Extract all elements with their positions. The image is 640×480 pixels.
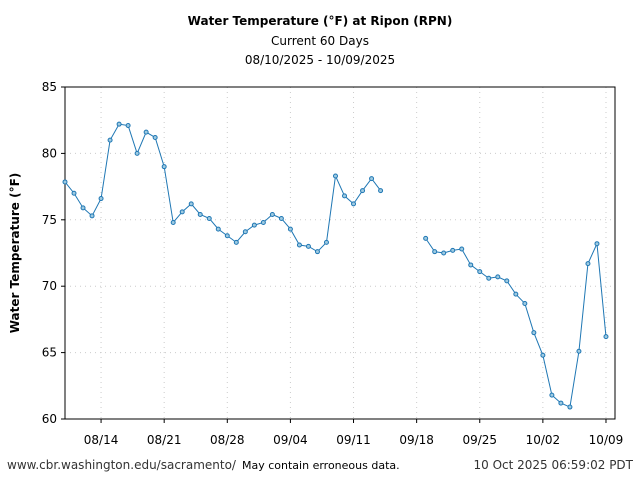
data-point	[342, 193, 348, 199]
data-point	[161, 164, 167, 170]
data-point	[468, 262, 474, 268]
data-point	[89, 213, 95, 219]
series-line	[64, 123, 381, 253]
data-point	[125, 123, 131, 129]
data-point	[233, 239, 239, 245]
data-point	[495, 274, 501, 280]
data-point	[197, 211, 203, 217]
x-tick-label: 09/18	[399, 433, 434, 447]
data-point	[585, 261, 591, 267]
ticks: 60 65 70 75 80 85 08/14 08/21 08/28 09/04 09/11 09/…	[42, 80, 624, 447]
y-tick-label: 65	[42, 346, 57, 360]
x-tick-label: 09/25	[462, 433, 497, 447]
data-point	[116, 121, 122, 127]
chart-title: Water Temperature (°F) at Ripon (RPN)	[187, 14, 453, 28]
data-point	[369, 176, 375, 182]
data-point	[71, 190, 77, 196]
data-point	[432, 249, 438, 255]
data-point	[360, 188, 366, 194]
x-tick-label: 08/21	[147, 433, 182, 447]
data-point	[603, 334, 609, 340]
y-tick-label: 70	[42, 279, 57, 293]
data-point	[576, 348, 582, 354]
data-point	[80, 205, 86, 211]
y-tick-label: 75	[42, 213, 57, 227]
x-tick-label: 09/11	[336, 433, 371, 447]
plot-frame	[64, 86, 616, 420]
data-point	[152, 134, 158, 140]
data-point	[215, 226, 221, 232]
y-tick-label: 80	[42, 146, 57, 160]
y-tick-label: 60	[42, 412, 57, 426]
footer-timestamp: 10 Oct 2025 06:59:02 PDT	[473, 458, 633, 472]
data-point	[531, 330, 537, 336]
data-point	[477, 269, 483, 275]
data-point	[242, 229, 248, 235]
y-axis-label: Water Temperature (°F)	[8, 173, 22, 334]
data-point	[296, 242, 302, 248]
data-point	[540, 352, 546, 358]
data-point	[441, 250, 447, 256]
data-point	[459, 246, 465, 252]
y-tick-label: 85	[42, 80, 57, 94]
data-point	[260, 219, 266, 225]
data-point	[549, 392, 555, 398]
chart-date-range: 08/10/2025 - 10/09/2025	[244, 53, 396, 67]
data-point	[98, 196, 104, 202]
data-point	[62, 179, 68, 185]
x-tick-label: 10/09	[589, 433, 624, 447]
chart-subtitle: Current 60 Days	[271, 34, 369, 48]
data-point	[332, 173, 338, 179]
data-point	[251, 222, 257, 228]
data-point	[450, 247, 456, 253]
data-point	[107, 137, 113, 143]
data-point	[224, 233, 230, 239]
data-point	[179, 209, 185, 215]
data-point	[188, 201, 194, 207]
data-point	[594, 241, 600, 247]
data-point	[513, 291, 519, 297]
data-point	[522, 300, 528, 306]
data-point	[567, 404, 573, 410]
data-point	[143, 129, 149, 135]
data-point	[287, 226, 293, 232]
data-point	[278, 215, 284, 221]
footer-url[interactable]: www.cbr.washington.edu/sacramento/	[7, 458, 236, 472]
data-point	[378, 188, 384, 194]
data-point	[206, 215, 212, 221]
data-point	[269, 211, 275, 217]
data-point	[170, 219, 176, 225]
data-point	[351, 201, 357, 207]
data-point	[134, 150, 140, 156]
x-tick-label: 08/14	[84, 433, 119, 447]
data-point	[314, 249, 320, 255]
footer-note: May contain erroneous data.	[242, 459, 400, 472]
data-point	[323, 239, 329, 245]
x-tick-label: 10/02	[526, 433, 561, 447]
series	[62, 121, 609, 410]
x-tick-label: 09/04	[273, 433, 308, 447]
data-point	[504, 278, 510, 284]
data-point	[486, 275, 492, 281]
data-point	[305, 243, 311, 249]
data-point	[423, 235, 429, 241]
x-tick-label: 08/28	[210, 433, 245, 447]
grid	[65, 87, 615, 419]
data-point	[558, 400, 564, 406]
series-line	[425, 238, 607, 408]
